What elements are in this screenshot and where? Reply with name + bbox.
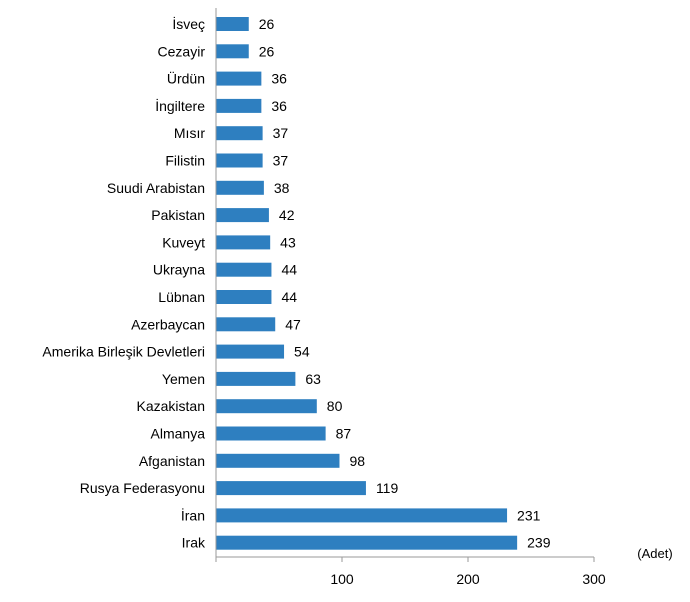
bar xyxy=(216,371,296,386)
bar xyxy=(216,508,508,523)
bar xyxy=(216,235,271,250)
category-label: Suudi Arabistan xyxy=(107,180,205,196)
category-label: Almanya xyxy=(151,426,206,442)
value-label: 80 xyxy=(327,398,343,414)
category-label: Kuveyt xyxy=(162,234,205,250)
x-tick-label: 300 xyxy=(582,571,606,587)
value-label: 26 xyxy=(259,43,275,59)
category-label: Azerbaycan xyxy=(131,316,205,332)
category-label: Kazakistan xyxy=(137,398,205,414)
category-label: Afganistan xyxy=(139,453,205,469)
value-label: 37 xyxy=(273,153,289,169)
bar xyxy=(216,180,264,195)
category-label: Cezayir xyxy=(158,43,206,59)
category-label: Ukrayna xyxy=(153,262,205,278)
category-label: İngiltere xyxy=(155,97,205,114)
value-label: 37 xyxy=(273,125,289,141)
bar xyxy=(216,481,366,496)
bar xyxy=(216,208,269,223)
value-label: 239 xyxy=(527,535,551,551)
bar xyxy=(216,44,249,59)
category-label: İran xyxy=(181,506,205,523)
value-label: 38 xyxy=(274,180,290,196)
bar xyxy=(216,262,272,277)
category-labels: İsveç Cezayir Ürdün İngiltere Mısır Filistin S… xyxy=(42,15,206,551)
value-label: 63 xyxy=(305,371,321,387)
value-label: 119 xyxy=(376,480,399,496)
value-label: 44 xyxy=(281,262,297,278)
value-label: 42 xyxy=(279,207,295,223)
category-label: Amerika Birleşik Devletleri xyxy=(42,344,205,360)
category-label: Rusya Federasyonu xyxy=(80,480,205,496)
category-label: Lübnan xyxy=(158,289,205,305)
value-label: 98 xyxy=(349,453,365,469)
bars-group xyxy=(216,17,518,550)
value-label: 44 xyxy=(281,289,297,305)
bar xyxy=(216,344,285,359)
bar xyxy=(216,126,263,141)
bar xyxy=(216,317,276,332)
value-label: 43 xyxy=(280,234,296,250)
bar xyxy=(216,290,272,304)
category-label: Mısır xyxy=(174,125,205,141)
value-label: 36 xyxy=(271,71,287,87)
bar xyxy=(216,98,262,113)
category-label: Pakistan xyxy=(151,207,205,223)
category-label: Irak xyxy=(182,535,206,551)
value-label: 231 xyxy=(517,507,541,523)
bar xyxy=(216,426,326,441)
category-label: Yemen xyxy=(162,371,205,387)
value-label: 47 xyxy=(285,316,301,332)
category-label: Ürdün xyxy=(167,70,205,87)
x-tick-label: 200 xyxy=(456,571,480,587)
bar xyxy=(216,17,249,31)
value-labels: 26 26 36 36 37 37 38 42 43 44 44 47 54 63 80 87 98 119 231… xyxy=(259,16,551,551)
unit-label: (Adet) xyxy=(637,546,672,561)
bar xyxy=(216,453,340,468)
category-label: İsveç xyxy=(172,15,205,32)
value-label: 87 xyxy=(336,426,352,442)
x-axis-ticks: 100 200 300 xyxy=(215,557,606,587)
x-tick-label: 100 xyxy=(330,571,354,587)
bar xyxy=(216,153,263,168)
value-label: 36 xyxy=(271,98,287,114)
bar xyxy=(216,399,317,414)
value-label: 26 xyxy=(259,16,275,32)
bar xyxy=(216,71,262,86)
category-label: Filistin xyxy=(165,153,205,169)
value-label: 54 xyxy=(294,344,310,360)
bar xyxy=(216,535,518,550)
